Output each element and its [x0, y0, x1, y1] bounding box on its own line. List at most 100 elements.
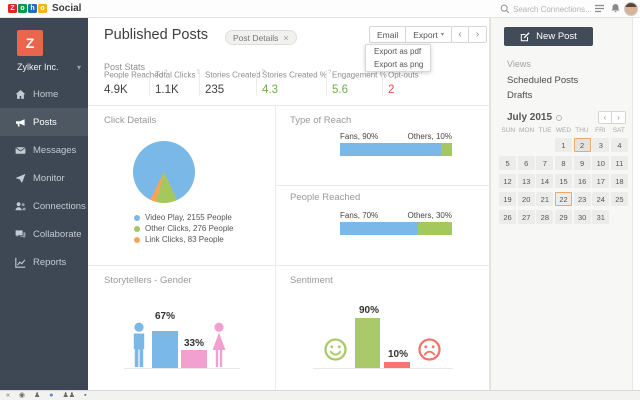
menu-item-export-pdf[interactable]: Export as pdf [374, 47, 422, 56]
calendar-day[interactable]: 7 [536, 156, 554, 170]
sidebar-item-connections[interactable]: Connections [0, 192, 88, 220]
users-icon[interactable]: ♟♟ [62, 392, 76, 399]
calendar-day[interactable]: 26 [499, 210, 517, 224]
calendar-day[interactable]: 6 [517, 156, 535, 170]
legend-item[interactable]: Other Clicks, 276 People [134, 223, 234, 234]
compose-icon [520, 31, 530, 41]
new-post-button[interactable]: New Post [504, 27, 593, 46]
profile-icon[interactable]: ▪ [84, 392, 87, 399]
click-details-legend: Video Play, 2155 People Other Clicks, 27… [134, 212, 234, 245]
reach-bar-fans-segment [340, 143, 441, 156]
calendar-day[interactable]: 5 [499, 156, 517, 170]
view-drafts[interactable]: Drafts [507, 90, 533, 101]
calendar-day[interactable]: 28 [536, 210, 554, 224]
calendar-day[interactable]: 24 [592, 192, 610, 206]
next-post-button[interactable]: › [469, 26, 487, 43]
help-marker[interactable]: ? [196, 70, 199, 76]
stat-total-clicks: Total Clicks? 1.1K [155, 70, 200, 96]
sidebar-item-posts[interactable]: Posts [0, 108, 88, 136]
legend-item[interactable]: Link Clicks, 83 People [134, 234, 234, 245]
people-bar[interactable] [340, 222, 452, 235]
sidebar-item-monitor[interactable]: Monitor [0, 164, 88, 192]
sidebar-nav: Home Posts Messages Monitor Connections … [0, 80, 88, 276]
calendar-day[interactable]: 1 [554, 138, 573, 152]
calendar-day[interactable]: 22 [554, 192, 573, 206]
calendar-day[interactable]: 29 [554, 210, 573, 224]
male-bar[interactable] [152, 331, 178, 368]
view-scheduled-posts[interactable]: Scheduled Posts [507, 75, 579, 86]
post-details-chip[interactable]: Post Details × [225, 30, 297, 45]
calendar-empty-cell [611, 210, 628, 224]
calendar-next-button[interactable]: › [612, 111, 626, 124]
user-avatar[interactable] [624, 2, 638, 16]
stat-stories-created: Stories Created? 235 [205, 70, 265, 96]
search-input[interactable] [513, 4, 595, 14]
post-stats-heading: Post Stats [104, 62, 146, 72]
calendar-day[interactable]: 17 [592, 174, 610, 188]
export-button[interactable]: Export ▾ [406, 26, 452, 43]
female-bar[interactable] [181, 350, 207, 368]
calendar-day[interactable]: 25 [610, 192, 628, 206]
calendar-day[interactable]: 8 [554, 156, 573, 170]
sidebar-item-messages[interactable]: Messages [0, 136, 88, 164]
list-view-icon[interactable] [594, 3, 605, 14]
calendar-day[interactable]: 18 [610, 174, 628, 188]
prev-post-button[interactable]: ‹ [451, 26, 469, 43]
calendar-day[interactable]: 30 [573, 210, 591, 224]
eye-icon[interactable]: ◉ [18, 392, 26, 399]
help-marker[interactable]: ? [164, 70, 168, 76]
scrollbar-track[interactable] [632, 18, 640, 390]
people-bar-labels: Fans, 70% Others, 30% [340, 211, 452, 220]
calendar-day[interactable]: 20 [517, 192, 535, 206]
calendar-day[interactable]: 13 [517, 174, 535, 188]
calendar-day[interactable]: 15 [554, 174, 573, 188]
calendar-day[interactable]: 10 [592, 156, 610, 170]
calendar-grid: 1 2 3 4 5 6 7 8 9 10 11 12 13 14 15 16 17 18 19 20 21 22 23 24 2… [499, 138, 628, 224]
close-icon[interactable]: × [283, 32, 289, 43]
negative-bar[interactable] [384, 362, 410, 368]
calendar-day[interactable]: 19 [499, 192, 517, 206]
calendar-day-name: THU [575, 127, 589, 134]
positive-bar[interactable] [355, 318, 380, 368]
user-icon[interactable]: ♟ [34, 392, 41, 399]
calendar-day[interactable]: 4 [610, 138, 628, 152]
calendar-day[interactable]: 21 [536, 192, 554, 206]
panel-title-gender: Storytellers - Gender [104, 275, 192, 286]
help-marker[interactable]: ? [261, 70, 265, 76]
click-details-pie[interactable] [133, 141, 195, 203]
top-bar: Z o h o Social [0, 0, 640, 18]
calendar-day[interactable]: 31 [592, 210, 610, 224]
collapse-icon[interactable]: « [6, 392, 10, 399]
help-marker[interactable]: ? [387, 70, 392, 76]
org-switcher[interactable]: Zylker Inc. ▾ [17, 62, 81, 72]
calendar-prev-button[interactable]: ‹ [598, 111, 612, 124]
calendar-day[interactable]: 14 [536, 174, 554, 188]
calendar-day[interactable]: 12 [499, 174, 517, 188]
calendar-day[interactable]: 11 [610, 156, 628, 170]
calendar-day[interactable]: 2 [573, 138, 591, 152]
stat-label: Total Clicks [155, 70, 196, 80]
search-box[interactable] [500, 2, 595, 16]
sidebar-item-home[interactable]: Home [0, 80, 88, 108]
help-marker[interactable]: ? [419, 70, 424, 76]
calendar-day[interactable]: 23 [573, 192, 591, 206]
calendar-day[interactable]: 3 [592, 138, 610, 152]
reach-bar[interactable] [340, 143, 452, 156]
legend-item[interactable]: Video Play, 2155 People [134, 212, 234, 223]
menu-item-export-png[interactable]: Export as png [374, 60, 424, 69]
sidebar-item-collaborate[interactable]: Collaborate [0, 220, 88, 248]
calendar-day[interactable]: 9 [573, 156, 591, 170]
help-marker[interactable]: ? [327, 70, 332, 76]
sidebar-item-reports[interactable]: Reports [0, 248, 88, 276]
info-icon[interactable] [556, 114, 563, 121]
legend-label: Link Clicks, 83 People [145, 235, 224, 244]
calendar-day[interactable]: 16 [573, 174, 591, 188]
divider [275, 105, 276, 390]
globe-icon[interactable]: ● [49, 392, 54, 399]
email-button[interactable]: Email [369, 26, 407, 43]
notifications-icon[interactable] [610, 3, 621, 14]
org-avatar[interactable]: Z [17, 30, 43, 56]
logo-letter: Z [8, 4, 17, 13]
calendar-day[interactable]: 27 [517, 210, 535, 224]
users-icon [15, 201, 26, 210]
